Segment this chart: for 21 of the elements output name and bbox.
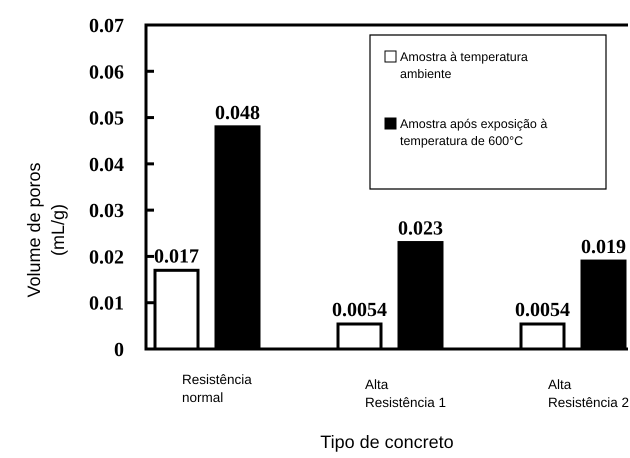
x-tick-label: Alta Resistência 1 [365, 377, 446, 410]
y-tick-label: 0.04 [89, 154, 124, 176]
data-label: 0.0054 [332, 299, 387, 322]
data-label: 0.0054 [515, 299, 570, 322]
legend-label: Amostra após exposição à temperatura de 600°C [400, 117, 548, 148]
data-label: 0.019 [581, 236, 626, 258]
legend-label: Amostra à temperatura ambiente [400, 50, 528, 81]
data-label: 0.023 [398, 218, 443, 240]
y-tick-label: 0.02 [89, 246, 124, 268]
x-tick-label: Resistência normal [182, 372, 252, 405]
y-tick-label: 0.06 [89, 61, 124, 84]
y-tick-label: 0 [114, 339, 124, 361]
y-axis-title: Volume de poros (mL/g) [24, 162, 68, 298]
x-axis-title: Tipo de concreto [320, 432, 454, 452]
y-tick-label: 0.07 [89, 15, 124, 37]
data-label: 0.017 [154, 245, 199, 268]
y-tick-label: 0.03 [89, 200, 124, 222]
y-tick-label: 0.05 [89, 108, 124, 130]
x-tick-label: Alta Resistência 2 [548, 377, 630, 410]
data-label: 0.048 [215, 102, 260, 124]
y-tick-label: 0.01 [89, 292, 124, 315]
